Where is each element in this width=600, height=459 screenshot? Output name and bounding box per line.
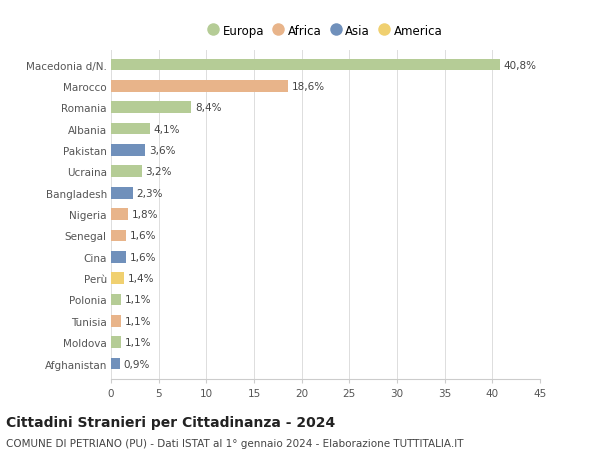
Bar bbox=[111, 123, 150, 135]
Text: 3,2%: 3,2% bbox=[145, 167, 172, 177]
Bar bbox=[111, 252, 126, 263]
Bar bbox=[111, 209, 128, 220]
Bar bbox=[111, 230, 126, 242]
Bar bbox=[111, 60, 500, 71]
Text: 4,1%: 4,1% bbox=[154, 124, 181, 134]
Text: 1,1%: 1,1% bbox=[125, 295, 152, 305]
Text: Cittadini Stranieri per Cittadinanza - 2024: Cittadini Stranieri per Cittadinanza - 2… bbox=[6, 415, 335, 429]
Text: 40,8%: 40,8% bbox=[504, 61, 537, 70]
Bar bbox=[111, 187, 133, 199]
Text: 1,1%: 1,1% bbox=[125, 316, 152, 326]
Text: 18,6%: 18,6% bbox=[292, 82, 325, 92]
Bar bbox=[111, 273, 124, 285]
Bar bbox=[111, 358, 119, 369]
Bar bbox=[111, 315, 121, 327]
Text: 1,6%: 1,6% bbox=[130, 231, 157, 241]
Text: 0,9%: 0,9% bbox=[124, 359, 150, 369]
Bar bbox=[111, 294, 121, 306]
Text: 1,1%: 1,1% bbox=[125, 337, 152, 347]
Text: 1,8%: 1,8% bbox=[132, 210, 158, 219]
Bar bbox=[111, 336, 121, 348]
Bar bbox=[111, 81, 289, 93]
Bar bbox=[111, 166, 142, 178]
Legend: Europa, Africa, Asia, America: Europa, Africa, Asia, America bbox=[204, 20, 447, 43]
Bar bbox=[111, 145, 145, 157]
Text: 1,4%: 1,4% bbox=[128, 274, 155, 284]
Text: 8,4%: 8,4% bbox=[195, 103, 221, 113]
Bar bbox=[111, 102, 191, 114]
Text: 1,6%: 1,6% bbox=[130, 252, 157, 262]
Text: COMUNE DI PETRIANO (PU) - Dati ISTAT al 1° gennaio 2024 - Elaborazione TUTTITALI: COMUNE DI PETRIANO (PU) - Dati ISTAT al … bbox=[6, 438, 464, 448]
Text: 3,6%: 3,6% bbox=[149, 146, 176, 156]
Text: 2,3%: 2,3% bbox=[137, 188, 163, 198]
